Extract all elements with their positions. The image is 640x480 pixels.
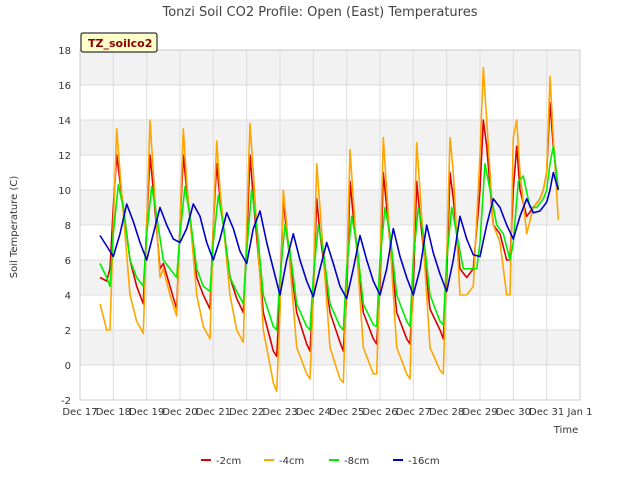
x-tick-label: Dec 29 — [462, 407, 497, 418]
x-axis-title: Time — [553, 425, 578, 436]
legend-label: -2cm — [216, 456, 241, 467]
x-tick-label: Dec 17 — [62, 407, 97, 418]
y-tick-label: -2 — [61, 396, 71, 407]
x-tick-label: Dec 28 — [429, 407, 464, 418]
y-tick-label: 4 — [65, 291, 71, 302]
series-line-minus-16cm — [99, 171, 560, 300]
series-lines — [99, 66, 560, 393]
y-tick-label: 12 — [58, 151, 71, 162]
x-tick-label: Dec 21 — [196, 407, 231, 418]
x-tick-label: Dec 30 — [496, 407, 531, 418]
x-tick-label: Dec 31 — [529, 407, 564, 418]
legend-label: -8cm — [344, 456, 369, 467]
x-tick-label: Dec 23 — [262, 407, 297, 418]
x-tick-label: Dec 27 — [396, 407, 431, 418]
site-badge-label: TZ_soilco2 — [88, 37, 152, 50]
y-tick-label: 14 — [58, 116, 71, 127]
x-tick-label: Dec 20 — [162, 407, 197, 418]
legend: -2cm -4cm -8cm -16cm — [201, 456, 440, 467]
site-badge: TZ_soilco2 — [80, 32, 158, 53]
y-tick-label: 2 — [65, 326, 71, 337]
y-tick-label: 16 — [58, 81, 71, 92]
x-tick-label: Jan 1 — [567, 407, 593, 418]
x-tick-label: Dec 24 — [296, 407, 331, 418]
y-tick-label: 6 — [65, 256, 71, 267]
series-line-minus-2cm — [99, 101, 560, 358]
background-band — [80, 120, 580, 155]
y-tick-label: 10 — [58, 186, 71, 197]
legend-label: -4cm — [279, 456, 304, 467]
series-line-minus-4cm — [99, 66, 560, 393]
x-tick-label: Dec 25 — [329, 407, 364, 418]
y-tick-label: 0 — [65, 361, 71, 372]
site-badge-box — [80, 32, 158, 53]
background-band — [80, 50, 580, 85]
y-tick-label: 18 — [58, 46, 71, 57]
y-tick-label: 8 — [65, 221, 71, 232]
y-axis-ticks: -2 0 2 4 6 8 10 12 14 16 18 — [58, 46, 71, 407]
x-tick-label: Dec 26 — [362, 407, 397, 418]
y-axis-title: Soil Temperature (C) — [9, 176, 20, 279]
x-tick-label: Dec 22 — [229, 407, 264, 418]
chart-title: Tonzi Soil CO2 Profile: Open (East) Temp… — [161, 5, 477, 20]
plot-frame — [79, 49, 581, 401]
x-tick-label: Dec 18 — [96, 407, 131, 418]
background-band — [80, 190, 580, 225]
x-tick-label: Dec 19 — [129, 407, 164, 418]
series-line-minus-8cm — [99, 145, 560, 331]
legend-label: -16cm — [408, 456, 440, 467]
